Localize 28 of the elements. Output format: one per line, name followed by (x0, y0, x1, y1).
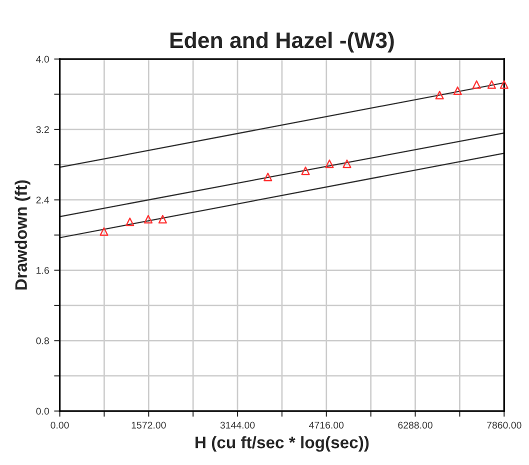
x-tick-label: 0.00 (50, 422, 69, 429)
point (301, 166, 310, 176)
point (144, 214, 153, 224)
y-tick-label: 0.8 (36, 337, 49, 344)
x-tick-label: 4716.00 (309, 422, 344, 429)
y-tick-label: 0.0 (36, 408, 49, 415)
y-tick-label: 2.4 (36, 196, 50, 204)
point (126, 218, 134, 226)
chart-title: Eden and Hazel -(W3) (170, 32, 394, 53)
y-tick-label: 1.6 (36, 266, 49, 274)
x-tick-label: 1572.00 (132, 422, 166, 429)
y-tick-label: 3.2 (36, 126, 49, 134)
y-axis-title: Drawdown (ft) (14, 180, 30, 290)
x-tick-label: 7860.00 (487, 422, 522, 429)
x-tick-label: 3144.00 (220, 422, 255, 429)
point (342, 159, 352, 168)
point (435, 90, 444, 100)
point (264, 172, 272, 182)
point (158, 214, 167, 224)
point (500, 80, 508, 89)
point (100, 227, 108, 236)
x-axis-title: H (cu ft/sec * log(sec)) (196, 436, 369, 452)
point (453, 86, 462, 96)
point (472, 80, 481, 89)
y-tick-label: 4.0 (36, 56, 49, 63)
point (487, 80, 496, 89)
point (325, 159, 334, 168)
x-tick-label: 6288.00 (398, 422, 432, 429)
